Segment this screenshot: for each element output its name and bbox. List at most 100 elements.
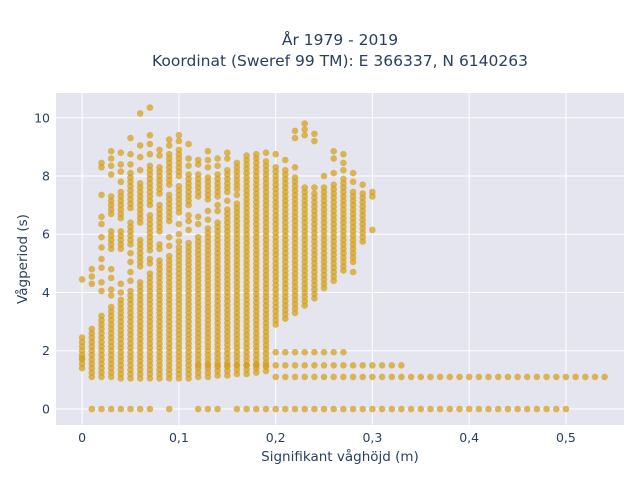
data-point (185, 162, 192, 170)
data-point (591, 373, 599, 381)
data-point (78, 334, 86, 341)
data-point (175, 146, 183, 154)
data-point (204, 164, 212, 171)
data-point (156, 152, 163, 159)
data-point (407, 405, 415, 413)
data-point (311, 190, 318, 197)
data-point (291, 405, 299, 413)
data-point (156, 146, 163, 154)
data-point (349, 178, 357, 186)
data-point (214, 171, 221, 178)
data-point (136, 180, 144, 187)
data-point (340, 159, 347, 167)
data-point (320, 405, 328, 413)
data-point (233, 191, 241, 199)
data-point (107, 228, 115, 235)
data-point (320, 172, 328, 180)
data-point (165, 252, 173, 260)
data-point (98, 220, 105, 228)
data-point (127, 268, 134, 276)
data-point (417, 405, 425, 413)
data-point (78, 354, 86, 362)
data-point (98, 159, 105, 167)
data-point (272, 164, 280, 171)
data-point (127, 258, 134, 266)
x-tick-label: 0,2 (266, 430, 286, 445)
data-point (136, 110, 144, 117)
data-point (311, 137, 318, 145)
data-point (436, 373, 444, 381)
data-point (369, 373, 376, 381)
data-point (456, 373, 463, 381)
data-point (127, 219, 134, 226)
data-point (330, 405, 338, 413)
data-point (175, 220, 183, 228)
data-point (562, 373, 570, 381)
data-point (311, 373, 318, 381)
data-point (252, 405, 260, 413)
x-tick-label: 0,4 (459, 430, 479, 445)
data-point (243, 152, 250, 159)
data-point (107, 155, 115, 162)
data-point (127, 287, 134, 295)
data-point (136, 142, 144, 149)
data-point (146, 150, 154, 158)
data-point (117, 161, 125, 168)
data-point (340, 373, 347, 381)
y-axis-title: Vågperiod (s) (14, 214, 31, 304)
data-point (533, 405, 541, 413)
data-point (136, 405, 144, 413)
data-point (301, 120, 309, 127)
data-point (330, 155, 338, 162)
data-point (562, 405, 570, 413)
data-point (146, 255, 154, 263)
data-point (175, 131, 183, 139)
data-point (553, 373, 560, 381)
data-point (330, 147, 338, 155)
data-point (98, 405, 105, 413)
data-point (543, 373, 550, 381)
data-point (136, 153, 144, 161)
data-point (204, 405, 212, 413)
data-point (214, 362, 221, 369)
data-point (494, 373, 502, 381)
data-point (107, 292, 115, 299)
data-point (359, 362, 367, 369)
data-point (117, 296, 125, 304)
y-tick-label: 6 (42, 227, 50, 242)
data-point (204, 225, 212, 232)
data-point (340, 175, 347, 183)
data-point (407, 373, 415, 381)
data-point (291, 127, 299, 135)
data-point (117, 289, 125, 296)
tick-labels: 0 0,1 0,2 0,3 0,4 0,5 0 2 4 6 8 10 (34, 110, 576, 445)
data-point (282, 405, 289, 413)
data-point (175, 238, 183, 245)
data-point (224, 197, 231, 205)
data-point (514, 373, 521, 381)
y-tick-label: 8 (42, 169, 50, 184)
data-point (146, 270, 154, 277)
data-point (107, 193, 115, 200)
y-tick-label: 0 (42, 401, 50, 416)
data-point (378, 373, 386, 381)
chart-title-line2: Koordinat (Sweref 99 TM): E 366337, N 61… (152, 52, 528, 70)
data-point (340, 405, 347, 413)
y-tick-label: 4 (42, 285, 50, 300)
data-point (262, 405, 270, 413)
data-point (204, 362, 212, 369)
data-point (214, 219, 221, 226)
data-point (117, 228, 125, 235)
data-point (185, 239, 192, 247)
data-point (282, 156, 289, 164)
data-point (378, 362, 386, 369)
data-point (398, 405, 405, 413)
data-point (107, 405, 115, 413)
data-point (301, 131, 309, 139)
data-point (98, 287, 105, 295)
data-point (127, 134, 134, 142)
data-point (427, 373, 434, 381)
data-point (330, 373, 338, 381)
